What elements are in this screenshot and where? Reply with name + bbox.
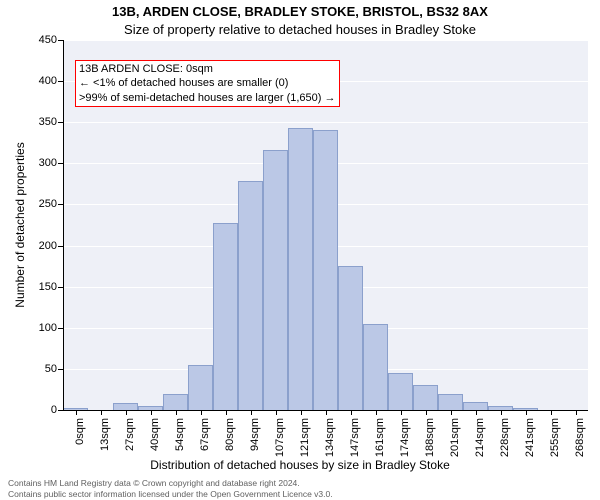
x-tick-label: 174sqm	[399, 418, 411, 457]
x-tick-label: 27sqm	[124, 418, 136, 451]
y-axis-label: Number of detached properties	[13, 142, 27, 307]
bar	[238, 181, 263, 410]
y-tick-label: 150	[31, 281, 57, 293]
y-tick-label: 100	[31, 322, 57, 334]
x-tick-label: 147sqm	[349, 418, 361, 457]
chart-title-address: 13B, ARDEN CLOSE, BRADLEY STOKE, BRISTOL…	[0, 4, 600, 19]
bar	[363, 324, 388, 410]
x-tick-label: 94sqm	[249, 418, 261, 451]
x-tick-label: 201sqm	[449, 418, 461, 457]
footer-copyright: Contains HM Land Registry data © Crown c…	[8, 478, 300, 488]
y-tick-label: 0	[31, 404, 57, 416]
x-tick-label: 121sqm	[299, 418, 311, 457]
bar	[263, 150, 288, 410]
x-tick-label: 40sqm	[149, 418, 161, 451]
y-tick-label: 300	[31, 157, 57, 169]
bar	[213, 223, 238, 410]
bar	[413, 385, 438, 410]
annotation-line3: >99% of semi-detached houses are larger …	[79, 91, 336, 105]
x-tick-label: 214sqm	[474, 418, 486, 457]
bar	[338, 266, 363, 410]
x-tick-label: 80sqm	[224, 418, 236, 451]
x-tick-label: 134sqm	[324, 418, 336, 457]
x-tick-label: 255sqm	[549, 418, 561, 457]
y-tick-label: 400	[31, 75, 57, 87]
x-tick-label: 107sqm	[274, 418, 286, 457]
y-tick-label: 450	[31, 34, 57, 46]
x-tick-label: 54sqm	[174, 418, 186, 451]
y-tick-label: 50	[31, 363, 57, 375]
bar	[388, 373, 413, 410]
x-axis-label: Distribution of detached houses by size …	[0, 458, 600, 472]
grid-line	[63, 40, 588, 41]
bar	[113, 403, 138, 410]
x-tick-label: 241sqm	[524, 418, 536, 457]
x-tick-label: 188sqm	[424, 418, 436, 457]
y-tick-label: 200	[31, 240, 57, 252]
bar	[438, 394, 463, 410]
y-tick-label: 250	[31, 198, 57, 210]
footer-license: Contains public sector information licen…	[8, 489, 333, 499]
bar	[163, 394, 188, 410]
x-tick-label: 268sqm	[574, 418, 586, 457]
annotation-box: 13B ARDEN CLOSE: 0sqm ← <1% of detached …	[75, 60, 340, 107]
chart-subtitle: Size of property relative to detached ho…	[0, 22, 600, 37]
bar	[463, 402, 488, 410]
grid-line	[63, 122, 588, 123]
bar	[188, 365, 213, 410]
annotation-line2: ← <1% of detached houses are smaller (0)	[79, 76, 336, 90]
y-tick-label: 350	[31, 116, 57, 128]
x-tick-label: 161sqm	[374, 418, 386, 457]
x-tick-label: 0sqm	[74, 418, 86, 445]
x-tick-label: 67sqm	[199, 418, 211, 451]
x-tick-label: 13sqm	[99, 418, 111, 451]
x-tick-label: 228sqm	[499, 418, 511, 457]
annotation-line1: 13B ARDEN CLOSE: 0sqm	[79, 62, 336, 76]
bar	[288, 128, 313, 410]
chart-container: 13B, ARDEN CLOSE, BRADLEY STOKE, BRISTOL…	[0, 0, 600, 500]
bar	[313, 130, 338, 410]
